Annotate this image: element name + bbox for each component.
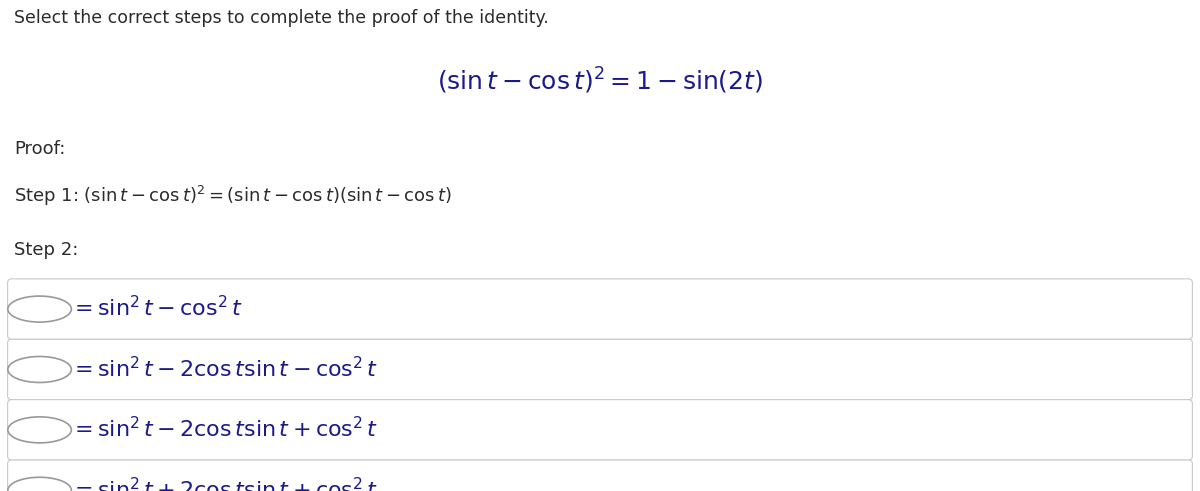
Ellipse shape: [8, 356, 71, 382]
FancyBboxPatch shape: [7, 400, 1193, 460]
Text: $= \sin^2 t - 2\cos t\sin t + \cos^2 t$: $= \sin^2 t - 2\cos t\sin t + \cos^2 t$: [70, 417, 378, 442]
Text: Step 1: $(\sin t - \cos t)^2 = (\sin t - \cos t)(\sin t - \cos t)$: Step 1: $(\sin t - \cos t)^2 = (\sin t -…: [14, 184, 452, 208]
Text: Step 2:: Step 2:: [14, 241, 79, 259]
FancyBboxPatch shape: [7, 339, 1193, 400]
FancyBboxPatch shape: [7, 279, 1193, 339]
Text: $= \sin^2 t - 2\cos t\sin t - \cos^2 t$: $= \sin^2 t - 2\cos t\sin t - \cos^2 t$: [70, 357, 378, 382]
FancyBboxPatch shape: [7, 460, 1193, 491]
Text: Select the correct steps to complete the proof of the identity.: Select the correct steps to complete the…: [14, 9, 550, 27]
Text: $= \sin^2 t + 2\cos t\sin t + \cos^2 t$: $= \sin^2 t + 2\cos t\sin t + \cos^2 t$: [70, 478, 378, 491]
Ellipse shape: [8, 477, 71, 491]
Ellipse shape: [8, 296, 71, 322]
Text: Proof:: Proof:: [14, 140, 66, 158]
Text: $(\sin t - \cos t)^2 = 1 - \sin(2t)$: $(\sin t - \cos t)^2 = 1 - \sin(2t)$: [437, 66, 763, 97]
Text: $= \sin^2 t - \cos^2 t$: $= \sin^2 t - \cos^2 t$: [70, 297, 242, 322]
Ellipse shape: [8, 417, 71, 443]
